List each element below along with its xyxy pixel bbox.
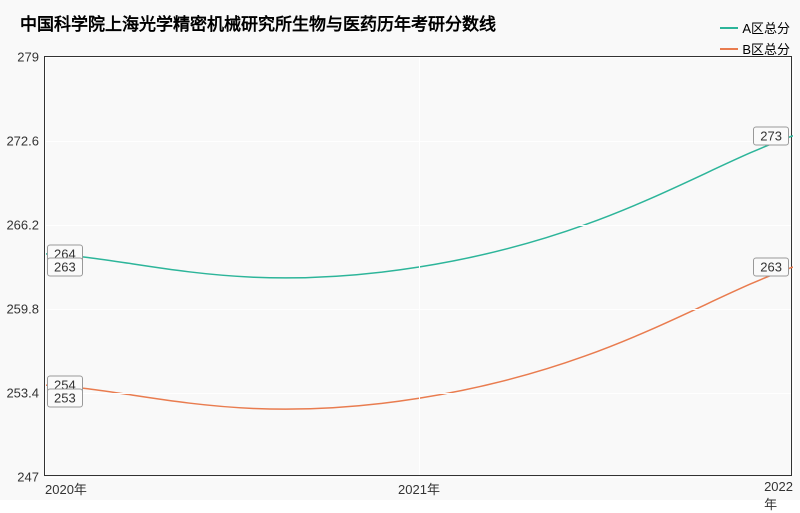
legend-swatch-b [720, 48, 738, 50]
legend-label-a: A区总分 [742, 18, 790, 37]
x-axis-tick: 2020年 [45, 475, 87, 498]
y-axis-tick: 279 [17, 50, 45, 65]
legend-swatch-a [720, 27, 738, 29]
y-axis-tick: 253.4 [6, 386, 45, 401]
plot-area: 247253.4259.8266.2272.62792020年2021年2022… [44, 56, 792, 476]
y-axis-tick: 259.8 [6, 302, 45, 317]
y-axis-tick: 272.6 [6, 134, 45, 149]
chart-container: 中国科学院上海光学精密机械研究所生物与医药历年考研分数线 A区总分 B区总分 2… [0, 0, 800, 500]
y-axis-tick: 266.2 [6, 218, 45, 233]
data-point-label: 263 [753, 258, 789, 277]
series-lines [45, 57, 791, 475]
x-axis-tick: 2021年 [398, 475, 440, 498]
data-point-label: 263 [47, 258, 83, 277]
data-point-label: 253 [47, 389, 83, 408]
data-point-label: 273 [753, 126, 789, 145]
x-axis-tick: 2022年 [764, 475, 793, 513]
legend: A区总分 B区总分 [720, 18, 790, 60]
chart-title: 中国科学院上海光学精密机械研究所生物与医药历年考研分数线 [20, 10, 496, 35]
y-axis-tick: 247 [17, 470, 45, 485]
legend-item-a: A区总分 [720, 18, 790, 37]
